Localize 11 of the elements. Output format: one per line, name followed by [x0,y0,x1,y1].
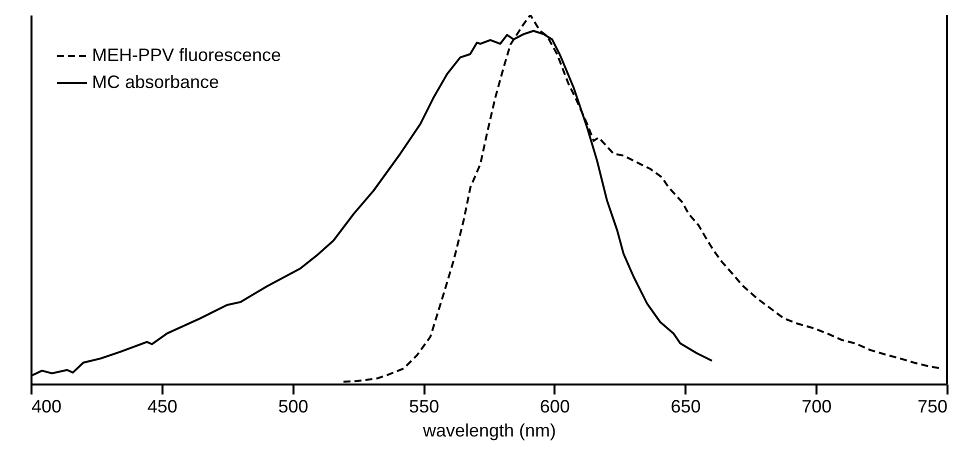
x-tick-label: 400 [32,396,62,416]
x-tick-label: 500 [278,396,308,416]
legend-label: MC absorbance [92,72,220,92]
x-tick-label: 650 [670,396,701,416]
x-tick-label: 550 [409,396,440,416]
x-tick-label: 600 [540,396,570,416]
x-tick-label: 450 [147,396,178,416]
legend-label: MEH-PPV fluorescence [92,45,282,65]
x-tick-label: 750 [917,396,948,416]
x-tick-label: 700 [802,396,832,416]
x-axis-title: wavelength (nm) [422,420,556,440]
